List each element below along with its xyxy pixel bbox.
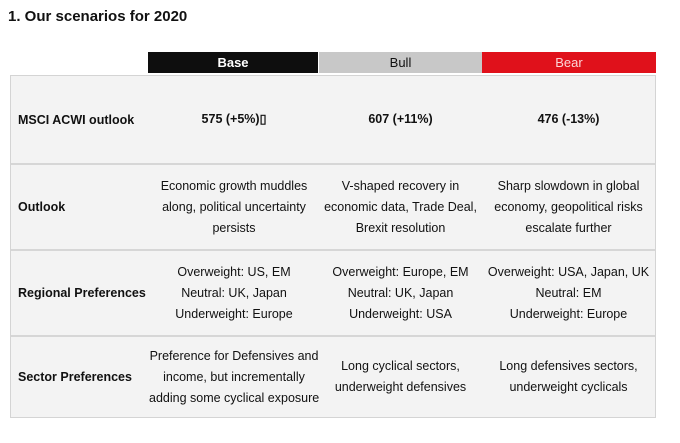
cell-bull: Long cyclical sectors, underweight defen… (319, 356, 482, 398)
row-label: Regional Preferences (18, 286, 146, 300)
cell-line: along, political uncertainty (162, 199, 306, 214)
cell-line: underweight cyclicals (509, 380, 628, 394)
column-header-bull: Bull (319, 52, 482, 73)
cell-line: Neutral: UK, Japan (181, 285, 287, 300)
cell-base: Preference for Defensives and income, bu… (149, 346, 319, 409)
table-row-regional-preferences: Regional Preferences Overweight: US, EM … (11, 249, 655, 335)
cell-base: Overweight: US, EM Neutral: UK, Japan Un… (149, 262, 319, 325)
cell-line: Economic growth muddles (160, 178, 308, 193)
row-label: Sector Preferences (18, 370, 132, 384)
cell-bear: 476 (-13%) (482, 109, 655, 130)
cell-line: Neutral: EM (535, 285, 602, 300)
cell-line: Overweight: US, EM (177, 264, 291, 279)
table-row-sector-preferences: Sector Preferences Preference for Defens… (11, 335, 655, 417)
cell-line: V-shaped recovery in (341, 178, 460, 193)
cell-line: economy, geopolitical risks (494, 199, 643, 214)
cell-line: 575 (+5%)▯ (201, 112, 267, 126)
cell-line: adding some cyclical exposure (149, 390, 320, 405)
cell-line: Underweight: Europe (175, 306, 293, 321)
cell-line: underweight defensives (334, 380, 467, 394)
cell-base: 575 (+5%)▯ (149, 109, 319, 130)
row-label: MSCI ACWI outlook (18, 112, 135, 127)
column-header-bear: Bear (482, 52, 656, 73)
cell-line: economic data, Trade Deal, (324, 199, 477, 214)
cell-line: 607 (+11%) (368, 112, 433, 126)
cell-line: Long defensives sectors, (499, 359, 638, 373)
row-label: Outlook (18, 200, 66, 214)
cell-bull: Overweight: Europe, EM Neutral: UK, Japa… (319, 262, 482, 325)
cell-line: Preference for Defensives and (149, 348, 319, 363)
cell-line: Underweight: USA (349, 306, 452, 321)
cell-bear: Sharp slowdown in global economy, geopol… (482, 176, 655, 239)
cell-line: Underweight: Europe (509, 306, 628, 321)
cell-line: Sharp slowdown in global (497, 178, 640, 193)
table-row-msci-acwi-outlook: MSCI ACWI outlook 575 (+5%)▯ 607 (+11%) … (11, 76, 655, 163)
cell-bear: Overweight: USA, Japan, UK Neutral: EM U… (482, 262, 655, 325)
page-title: 1. Our scenarios for 2020 (8, 8, 188, 25)
cell-line: Overweight: Europe, EM (332, 264, 469, 279)
cell-line: escalate further (525, 220, 612, 235)
column-header-base: Base (148, 52, 318, 73)
cell-line: Overweight: USA, Japan, UK (487, 264, 650, 279)
cell-line: Brexit resolution (355, 220, 446, 235)
table-row-outlook: Outlook Economic growth muddles along, p… (11, 163, 655, 249)
cell-line: income, but incrementally (163, 369, 305, 384)
cell-bull: 607 (+11%) (319, 109, 482, 130)
cell-line: persists (212, 220, 256, 235)
cell-bear: Long defensives sectors, underweight cyc… (482, 356, 655, 398)
cell-line: 476 (-13%) (537, 112, 600, 126)
scenarios-table: MSCI ACWI outlook 575 (+5%)▯ 607 (+11%) … (10, 75, 656, 418)
cell-base: Economic growth muddles along, political… (149, 176, 319, 239)
cell-line: Long cyclical sectors, (341, 359, 460, 373)
cell-line: Neutral: UK, Japan (347, 285, 454, 300)
cell-bull: V-shaped recovery in economic data, Trad… (319, 176, 482, 239)
